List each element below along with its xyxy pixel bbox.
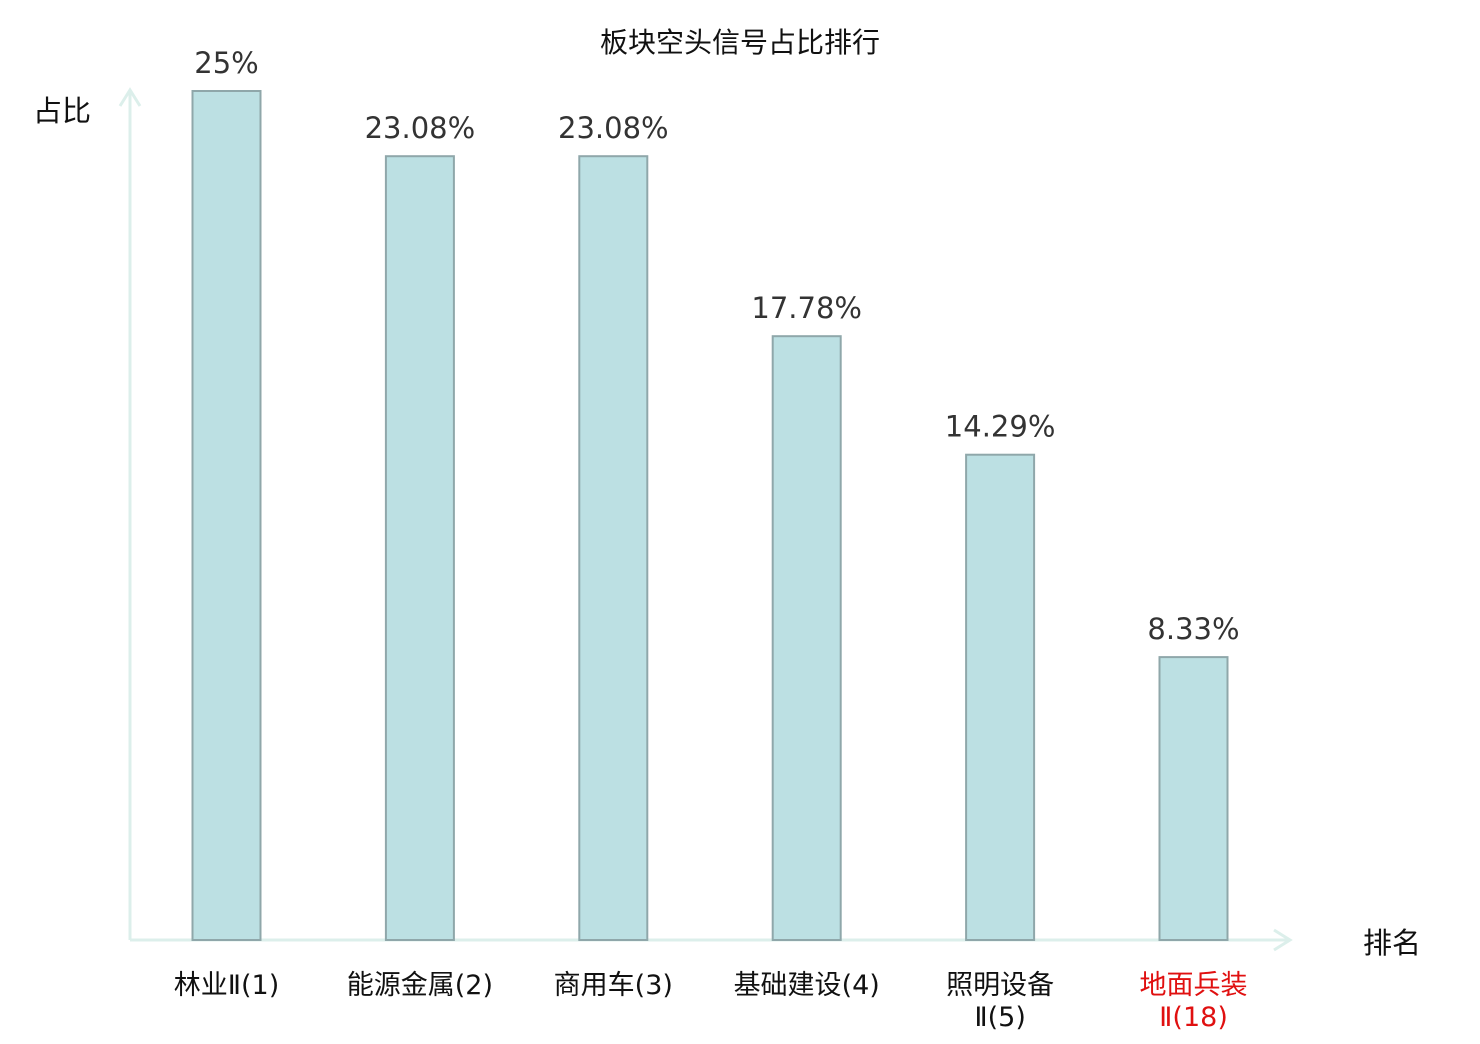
chart-title: 板块空头信号占比排行 xyxy=(600,26,880,59)
bar xyxy=(1158,656,1229,942)
category-rank: (3) xyxy=(635,970,673,1001)
category-name: 商用车 xyxy=(554,970,635,1001)
value-label: 23.08% xyxy=(558,111,669,145)
category-name: 基础建设 xyxy=(734,970,842,1001)
y-axis-arrow xyxy=(118,87,142,107)
category-rank: Ⅱ(5) xyxy=(974,1002,1026,1033)
category-label: 能源金属(2) xyxy=(347,970,493,1001)
value-label: 25% xyxy=(194,46,258,80)
value-label: 8.33% xyxy=(1147,612,1239,646)
category-label: 基础建设(4) xyxy=(734,970,880,1001)
bar xyxy=(384,155,455,942)
axes xyxy=(118,87,1293,952)
category-name: 照明设备 xyxy=(946,970,1054,1001)
value-labels-group: 25% 23.08% 23.08% 17.78% 14.29% 8.33% xyxy=(194,46,1239,646)
category-label: 林业Ⅱ(1) xyxy=(174,970,280,1001)
value-label: 17.78% xyxy=(751,291,862,325)
category-rank: (1) xyxy=(241,970,279,1001)
category-name: 能源金属 xyxy=(347,970,455,1001)
category-name: 地面兵装 xyxy=(1140,970,1248,1001)
bar xyxy=(191,90,262,941)
category-rank: (4) xyxy=(842,970,880,1001)
bar xyxy=(578,155,649,942)
x-axis-label: 排名 xyxy=(1363,926,1421,960)
category-labels-group: 林业Ⅱ(1) 能源金属(2) 商用车(3) 基础建设(4) 照明设备 Ⅱ(5)地面兵装 Ⅱ(… xyxy=(174,970,1248,1033)
x-axis-arrow xyxy=(1273,928,1293,952)
category-label: 商用车(3) xyxy=(554,970,673,1001)
bar xyxy=(771,335,842,941)
category-label: 照明设备 Ⅱ(5) xyxy=(946,970,1054,1033)
category-rank: (2) xyxy=(455,970,493,1001)
category-rank: Ⅱ(18) xyxy=(1159,1002,1228,1033)
y-axis-label: 占比 xyxy=(33,94,91,128)
category-name: 林业Ⅱ xyxy=(174,970,241,1001)
bars-group xyxy=(191,90,1229,942)
value-label: 14.29% xyxy=(945,410,1056,444)
value-label: 23.08% xyxy=(365,111,476,145)
category-label: 地面兵装 Ⅱ(18) xyxy=(1140,970,1248,1033)
bar xyxy=(965,453,1036,941)
